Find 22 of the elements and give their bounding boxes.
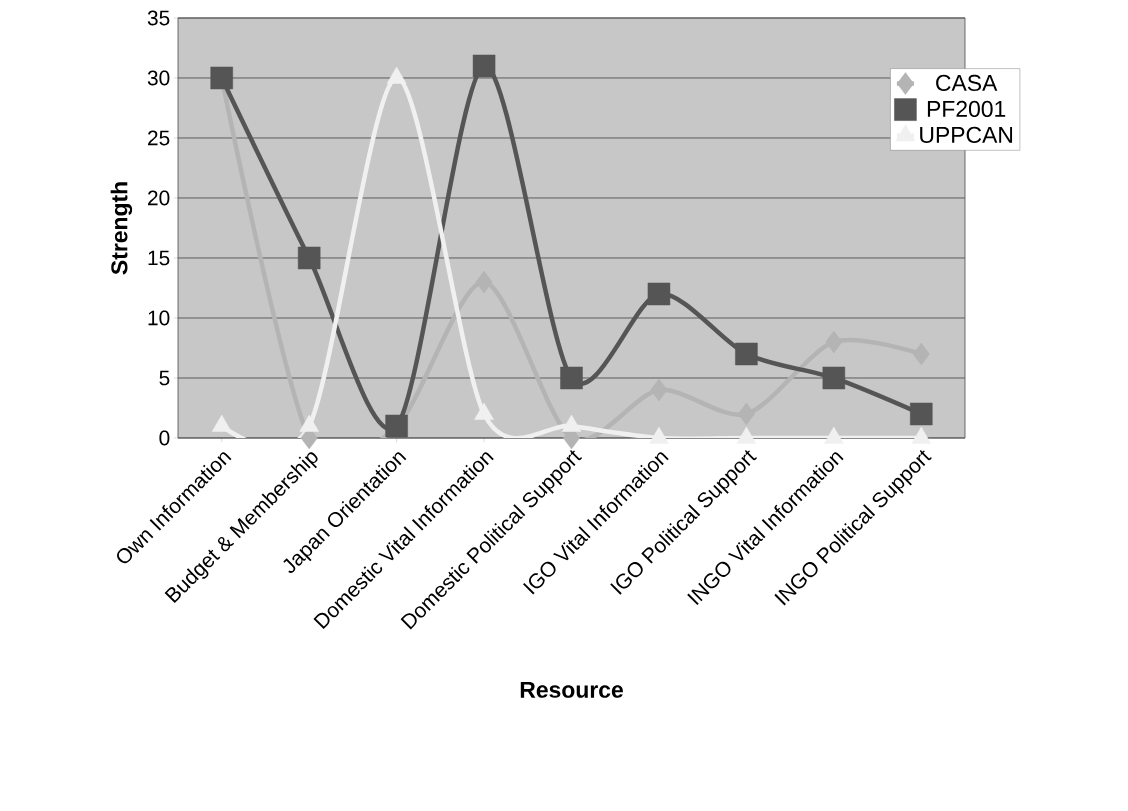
point	[647, 282, 671, 306]
point	[472, 54, 496, 78]
point	[822, 366, 846, 390]
y-tick-label: 15	[148, 250, 170, 266]
legend-label: CASA	[936, 74, 998, 92]
y-tick-label: 0	[159, 430, 170, 446]
y-tick-label: 25	[148, 130, 170, 146]
y-tick-label: 5	[159, 370, 170, 386]
x-axis-title: Resource	[520, 681, 623, 698]
point	[735, 342, 758, 366]
legend-label: UPPCAN	[920, 126, 1013, 144]
point	[650, 378, 668, 402]
y-tick-label: 20	[148, 190, 170, 206]
point	[737, 402, 755, 426]
point	[910, 402, 933, 426]
y-axis-title: Strength	[110, 182, 133, 275]
point	[560, 366, 583, 390]
point	[297, 246, 321, 270]
y-tick-label: 10	[148, 310, 170, 326]
legend-label: PF2001	[927, 100, 1006, 118]
y-tick-label: 30	[147, 70, 170, 86]
y-tick-label: 35	[147, 10, 170, 26]
